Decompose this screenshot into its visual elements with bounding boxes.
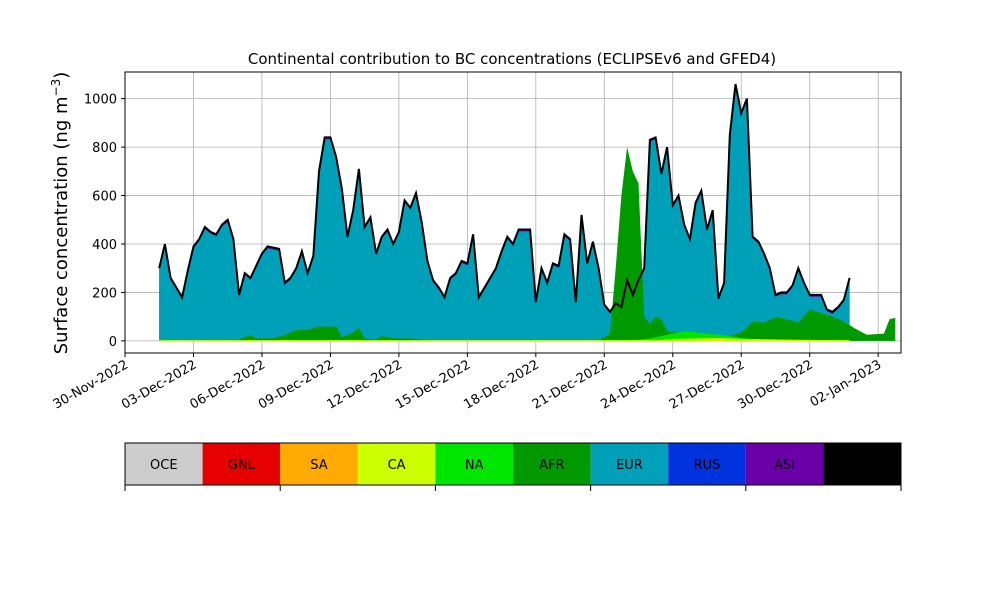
legend-swatch-ca (357, 443, 436, 485)
y-tick-label: 0 (109, 335, 117, 350)
x-tick-label: 02-Jan-2023 (808, 357, 885, 410)
x-tick-label: 06-Dec-2022 (188, 357, 268, 412)
area-afr (159, 147, 896, 341)
total-line-aus (158, 83, 851, 314)
legend-label-asi: ASI (774, 458, 795, 473)
legend-label-afr: AFR (539, 458, 564, 473)
legend-label-eur: EUR (616, 458, 643, 473)
plot-frame (124, 71, 902, 354)
x-tick-label: 30-Dec-2022 (735, 357, 815, 412)
x-tick-label: 12-Dec-2022 (324, 357, 404, 412)
x-tick-label: 24-Dec-2022 (598, 357, 678, 412)
y-axis-label: Surface concentration (ng m−3) (49, 72, 72, 355)
area-na (159, 331, 844, 341)
legend-swatch-na (435, 443, 513, 485)
legend-label-oce: OCE (150, 458, 178, 473)
legend-swatch-aus (823, 443, 901, 485)
legend-swatch-rus (668, 443, 746, 485)
x-tick-label: 21-Dec-2022 (530, 357, 610, 412)
x-tick-label: 30-Nov-2022 (51, 357, 131, 412)
legend-swatch-afr (513, 443, 591, 485)
y-axis-label-close: ) (51, 72, 72, 79)
legend-label-rus: RUS (694, 458, 721, 473)
legend-swatch-gnl (202, 443, 281, 485)
legend-label-na: NA (465, 458, 484, 473)
legend: OCE GNL SA CA NA AFR EUR RUS ASI AUS (124, 442, 902, 491)
legend-label-sa: SA (310, 458, 327, 473)
legend-frame (124, 442, 902, 486)
y-tick-label: 600 (92, 190, 117, 205)
legend-swatch-oce (125, 443, 203, 485)
chart-title: Continental contribution to BC concentra… (248, 50, 776, 68)
legend-swatch-sa (280, 443, 358, 485)
x-tick-label: 15-Dec-2022 (393, 357, 473, 412)
x-tick-label: 03-Dec-2022 (119, 357, 199, 412)
y-tick-label: 1000 (84, 93, 117, 108)
y-tick-label: 400 (92, 238, 117, 253)
area-eur (159, 86, 850, 341)
y-tick-label: 200 (92, 286, 117, 301)
legend-label-ca: CA (388, 458, 406, 473)
stacked-areas (158, 83, 896, 342)
y-axis-label-unit: −3 (49, 79, 63, 97)
x-tick-label: 27-Dec-2022 (667, 357, 747, 412)
y-axis-label-text: Surface concentration (ng m (51, 96, 72, 354)
x-tick-label: 09-Dec-2022 (256, 357, 336, 412)
y-tick-label: 800 (92, 141, 117, 156)
legend-label-gnl: GNL (228, 458, 256, 473)
legend-swatch-eur (590, 443, 669, 485)
legend-label-aus: AUS (849, 458, 876, 473)
x-tick-label: 18-Dec-2022 (461, 357, 541, 412)
legend-swatch-asi (745, 443, 824, 485)
